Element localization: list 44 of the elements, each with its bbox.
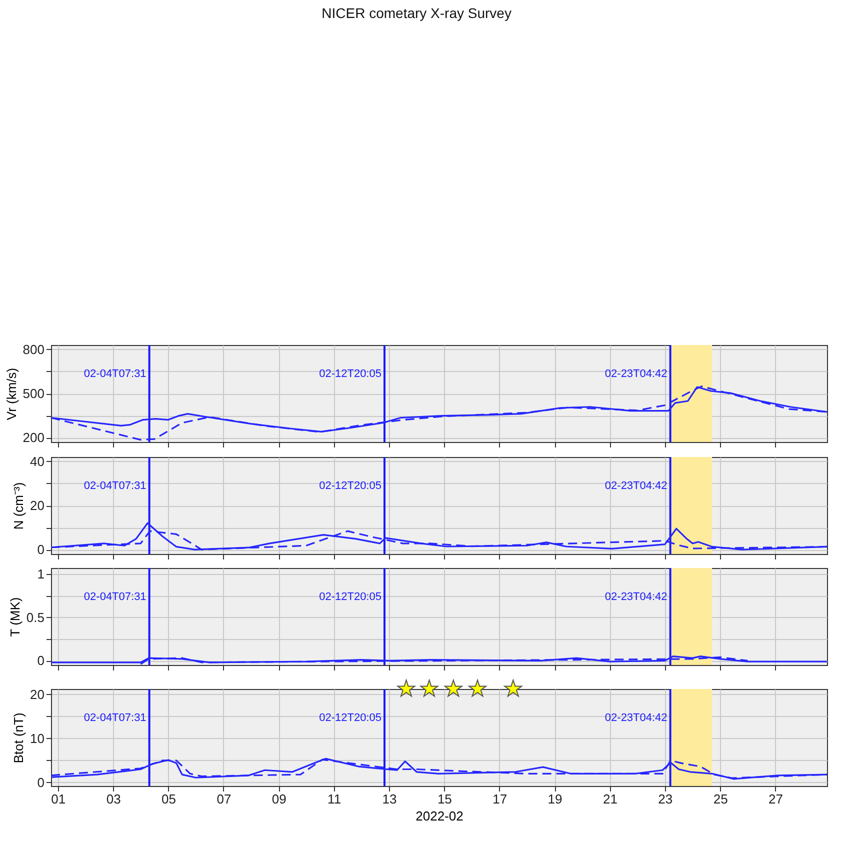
y-tick-label: 0 <box>37 774 44 790</box>
y-tick-label: 800 <box>22 342 44 357</box>
ref-line-label: 02-23T04:42 <box>604 480 668 492</box>
x-tick-label: 25 <box>713 792 728 806</box>
y-tick-label: 1 <box>37 566 44 582</box>
y-axis-title: N (cm⁻³) <box>11 482 26 530</box>
y-tick-label: 10 <box>30 730 44 746</box>
y-axis-title: Btot (nT) <box>11 712 26 764</box>
x-tick-label: 23 <box>658 792 673 806</box>
ref-line-label: 02-12T20:05 <box>319 480 382 492</box>
ref-line-label: 02-04T07:31 <box>84 480 146 492</box>
x-tick-label: 15 <box>437 792 452 806</box>
x-tick-label: 03 <box>106 792 121 806</box>
y-axis-title: Vr (km/s) <box>4 368 19 420</box>
y-tick-label: 0 <box>37 542 44 558</box>
y-tick-label: 0.5 <box>26 610 44 625</box>
x-tick-label: 27 <box>768 792 783 806</box>
x-tick-label: 21 <box>602 792 618 806</box>
x-tick-label: 05 <box>162 792 176 806</box>
y-tick-label: 0 <box>37 653 44 668</box>
ref-line-label: 02-12T20:05 <box>319 712 382 724</box>
x-tick-label: 09 <box>272 792 286 806</box>
ref-line-label: 02-23T04:42 <box>604 591 668 604</box>
x-tick-label: 01 <box>51 792 66 806</box>
ref-line-label: 02-23T04:42 <box>604 368 668 380</box>
x-tick-label: 17 <box>492 792 508 806</box>
y-tick-label: 40 <box>30 454 44 469</box>
chart-title: NICER cometary X-ray Survey <box>322 4 512 21</box>
ref-line-label: 02-12T20:05 <box>319 591 382 604</box>
x-tick-label: 13 <box>382 792 397 806</box>
ref-line-label: 02-04T07:31 <box>84 368 146 380</box>
ref-line-label: 02-23T04:42 <box>604 712 668 724</box>
ref-line-label: 02-04T07:31 <box>84 591 146 604</box>
x-axis-title: 2022-02 <box>416 808 464 824</box>
y-axis-title: T (MK) <box>7 597 22 637</box>
x-tick-label: 19 <box>548 792 562 806</box>
y-tick-label: 20 <box>30 686 44 702</box>
ref-line-label: 02-12T20:05 <box>319 368 382 380</box>
ref-line-label: 02-04T07:31 <box>84 712 146 724</box>
y-tick-label: 200 <box>22 430 44 446</box>
y-tick-label: 500 <box>22 386 44 401</box>
y-tick-label: 20 <box>30 498 44 513</box>
x-tick-label: 11 <box>328 792 342 806</box>
x-tick-label: 07 <box>216 792 232 806</box>
